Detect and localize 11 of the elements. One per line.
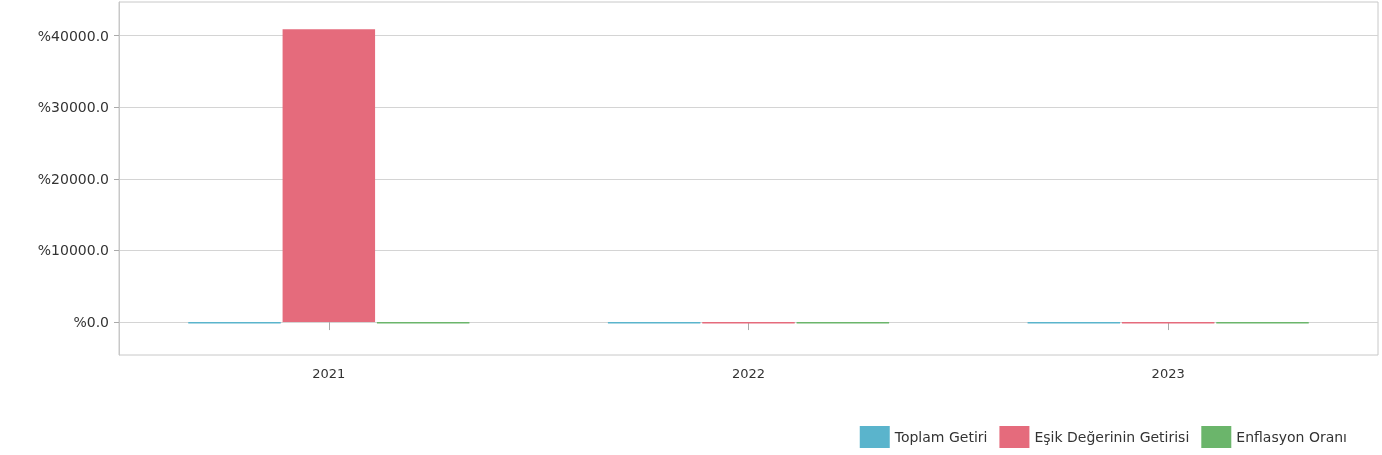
legend-label: Toplam Getiri [893,429,988,445]
legend-label: Eşik Değerinin Getirisi [1034,429,1190,445]
x-tick-label: 2022 [731,366,766,381]
legend-label: Enflasyon Oranı [1236,429,1347,445]
y-tick-label: %0.0 [73,314,109,331]
y-tick-label: %10000.0 [37,242,109,259]
x-tick-label: 2021 [312,366,346,381]
y-tick-label: %40000.0 [37,27,109,44]
y-tick-label: %30000.0 [37,99,109,116]
x-tick-label: 2023 [1151,366,1185,381]
y-tick-label: %20000.0 [37,170,109,187]
